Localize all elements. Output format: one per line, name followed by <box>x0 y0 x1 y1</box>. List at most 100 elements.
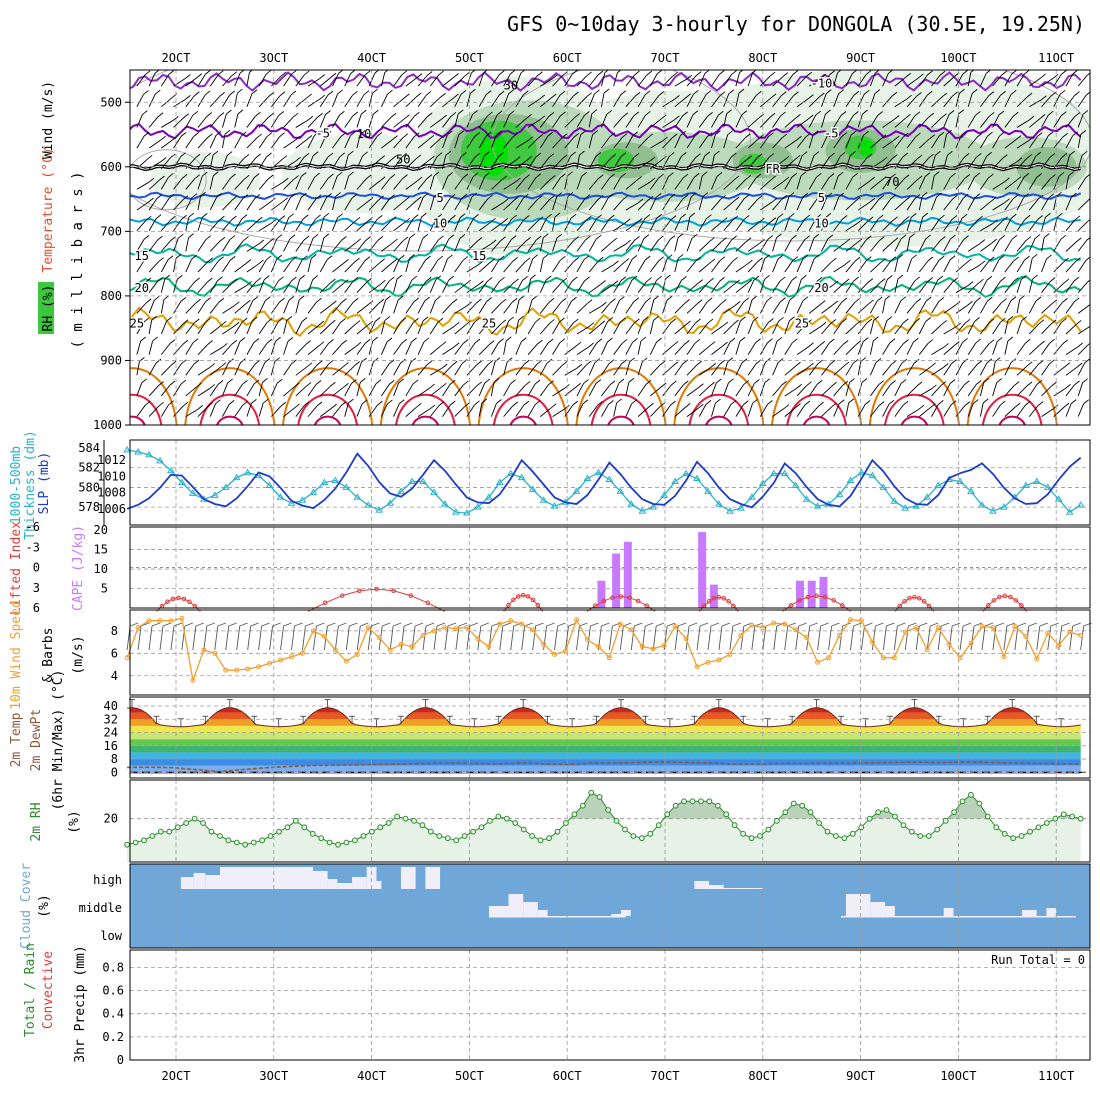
wind-barb-flag <box>265 70 272 75</box>
wind-barb-flag <box>429 383 435 389</box>
wind-barb-flag <box>596 338 603 344</box>
wind-barb <box>613 343 623 355</box>
wind-barb-flag <box>710 622 720 627</box>
wind-barb <box>845 200 857 211</box>
wind-barb <box>515 219 525 231</box>
thickness-point <box>462 509 471 516</box>
wind-barb-flag <box>950 234 956 240</box>
wind-barb <box>491 94 500 108</box>
wind-barb-flag <box>1082 378 1088 384</box>
wind-barb-flag <box>361 399 368 405</box>
wind-barb-flag <box>559 90 566 96</box>
wind-barb <box>943 363 952 376</box>
wind-barb-flag <box>1063 257 1069 263</box>
wind-barb-flag <box>316 401 323 407</box>
wind-barb-flag <box>897 622 906 627</box>
wind-barb <box>601 241 613 252</box>
wind-speed-point <box>179 615 185 621</box>
wind-barb <box>332 136 342 149</box>
wind-barb <box>442 176 449 190</box>
wind-barb-flag <box>493 377 500 383</box>
wind-barb-flag <box>1050 174 1056 179</box>
wind-barb <box>1065 175 1070 190</box>
wind-barb-flag <box>941 320 947 325</box>
wind-barb-flag <box>988 173 994 179</box>
wind-barb-flag <box>473 214 479 219</box>
wind-barb <box>759 342 768 355</box>
wind-barb-flag <box>509 110 515 116</box>
wind-barb <box>454 238 461 252</box>
wind-barb-flag <box>972 399 979 404</box>
wind-barb <box>943 238 951 252</box>
wind-barb-flag <box>608 400 614 405</box>
isotherm-40 <box>216 415 244 425</box>
wind-barb <box>637 137 649 149</box>
wind-barb-flag <box>196 73 203 78</box>
wind-barb <box>796 118 809 128</box>
wind-barb <box>857 303 869 314</box>
wind-barb <box>649 341 657 355</box>
wind-barb <box>307 198 317 211</box>
wind-barb-flag <box>342 279 349 285</box>
thickness-point <box>989 507 997 514</box>
wind-barb <box>136 405 146 417</box>
wind-barb <box>307 324 320 335</box>
wind-barb-flag <box>1012 194 1019 200</box>
wind-barb-flag <box>303 70 310 76</box>
wind-barb-flag <box>1062 132 1068 138</box>
wind-barb <box>429 96 441 108</box>
wind-barb <box>772 199 782 211</box>
wind-barb-flag <box>962 337 968 343</box>
wind-barb-flag <box>527 136 534 142</box>
wind-barb <box>356 382 361 397</box>
wind-barb <box>307 279 314 293</box>
lifted-index-point <box>627 595 632 600</box>
wind-barb-flag <box>979 239 986 244</box>
wind-barb-flag <box>1089 325 1090 327</box>
wind-barb-flag <box>808 94 814 100</box>
wind-barb <box>1004 161 1018 170</box>
wind-barb <box>295 119 309 128</box>
cape-bar <box>623 541 632 608</box>
wind-barb-flag <box>781 195 787 200</box>
isotherm-30 <box>477 367 569 425</box>
wind-barb <box>796 259 804 273</box>
wind-barb <box>1028 136 1038 149</box>
wind-barb <box>197 196 201 211</box>
wind-barb-flag <box>148 177 155 183</box>
wind-barb <box>707 625 712 651</box>
slp-line <box>126 452 1082 510</box>
wind-barb <box>246 72 250 87</box>
wind-barb <box>499 625 504 651</box>
wind-barb-flag <box>819 300 826 305</box>
wind-barb <box>613 280 622 293</box>
wind-barb <box>159 625 164 651</box>
wind-barb-flag <box>669 193 676 199</box>
lifted-index-line <box>586 595 656 612</box>
thickness-point <box>638 507 647 514</box>
wind-barb <box>552 301 562 314</box>
wind-barb <box>772 180 785 190</box>
wind-barb <box>882 177 891 190</box>
wind-barb <box>588 134 594 149</box>
wind-barb <box>136 135 145 149</box>
isotherm-label: 25 <box>130 317 144 331</box>
wind-barb <box>246 177 255 190</box>
wind-barb-flag <box>396 274 403 280</box>
wind-barb-flag <box>411 337 417 343</box>
wind-barb <box>393 343 403 355</box>
wind-barb <box>723 382 729 397</box>
wind-barb <box>356 361 362 376</box>
wind-speed-point <box>157 618 163 624</box>
thickness-point <box>758 479 767 486</box>
wind-barb-flag <box>940 381 947 386</box>
wind-barb <box>552 408 565 417</box>
rh-point <box>748 835 755 842</box>
wind-barb-flag <box>988 91 995 96</box>
wind-barb <box>906 385 918 397</box>
wind-barb-flag <box>279 91 286 97</box>
wind-barb-flag <box>263 275 270 281</box>
wind-speed-point <box>847 617 853 623</box>
wind-barb-flag <box>869 176 875 182</box>
wind-barb-flag <box>561 71 568 77</box>
